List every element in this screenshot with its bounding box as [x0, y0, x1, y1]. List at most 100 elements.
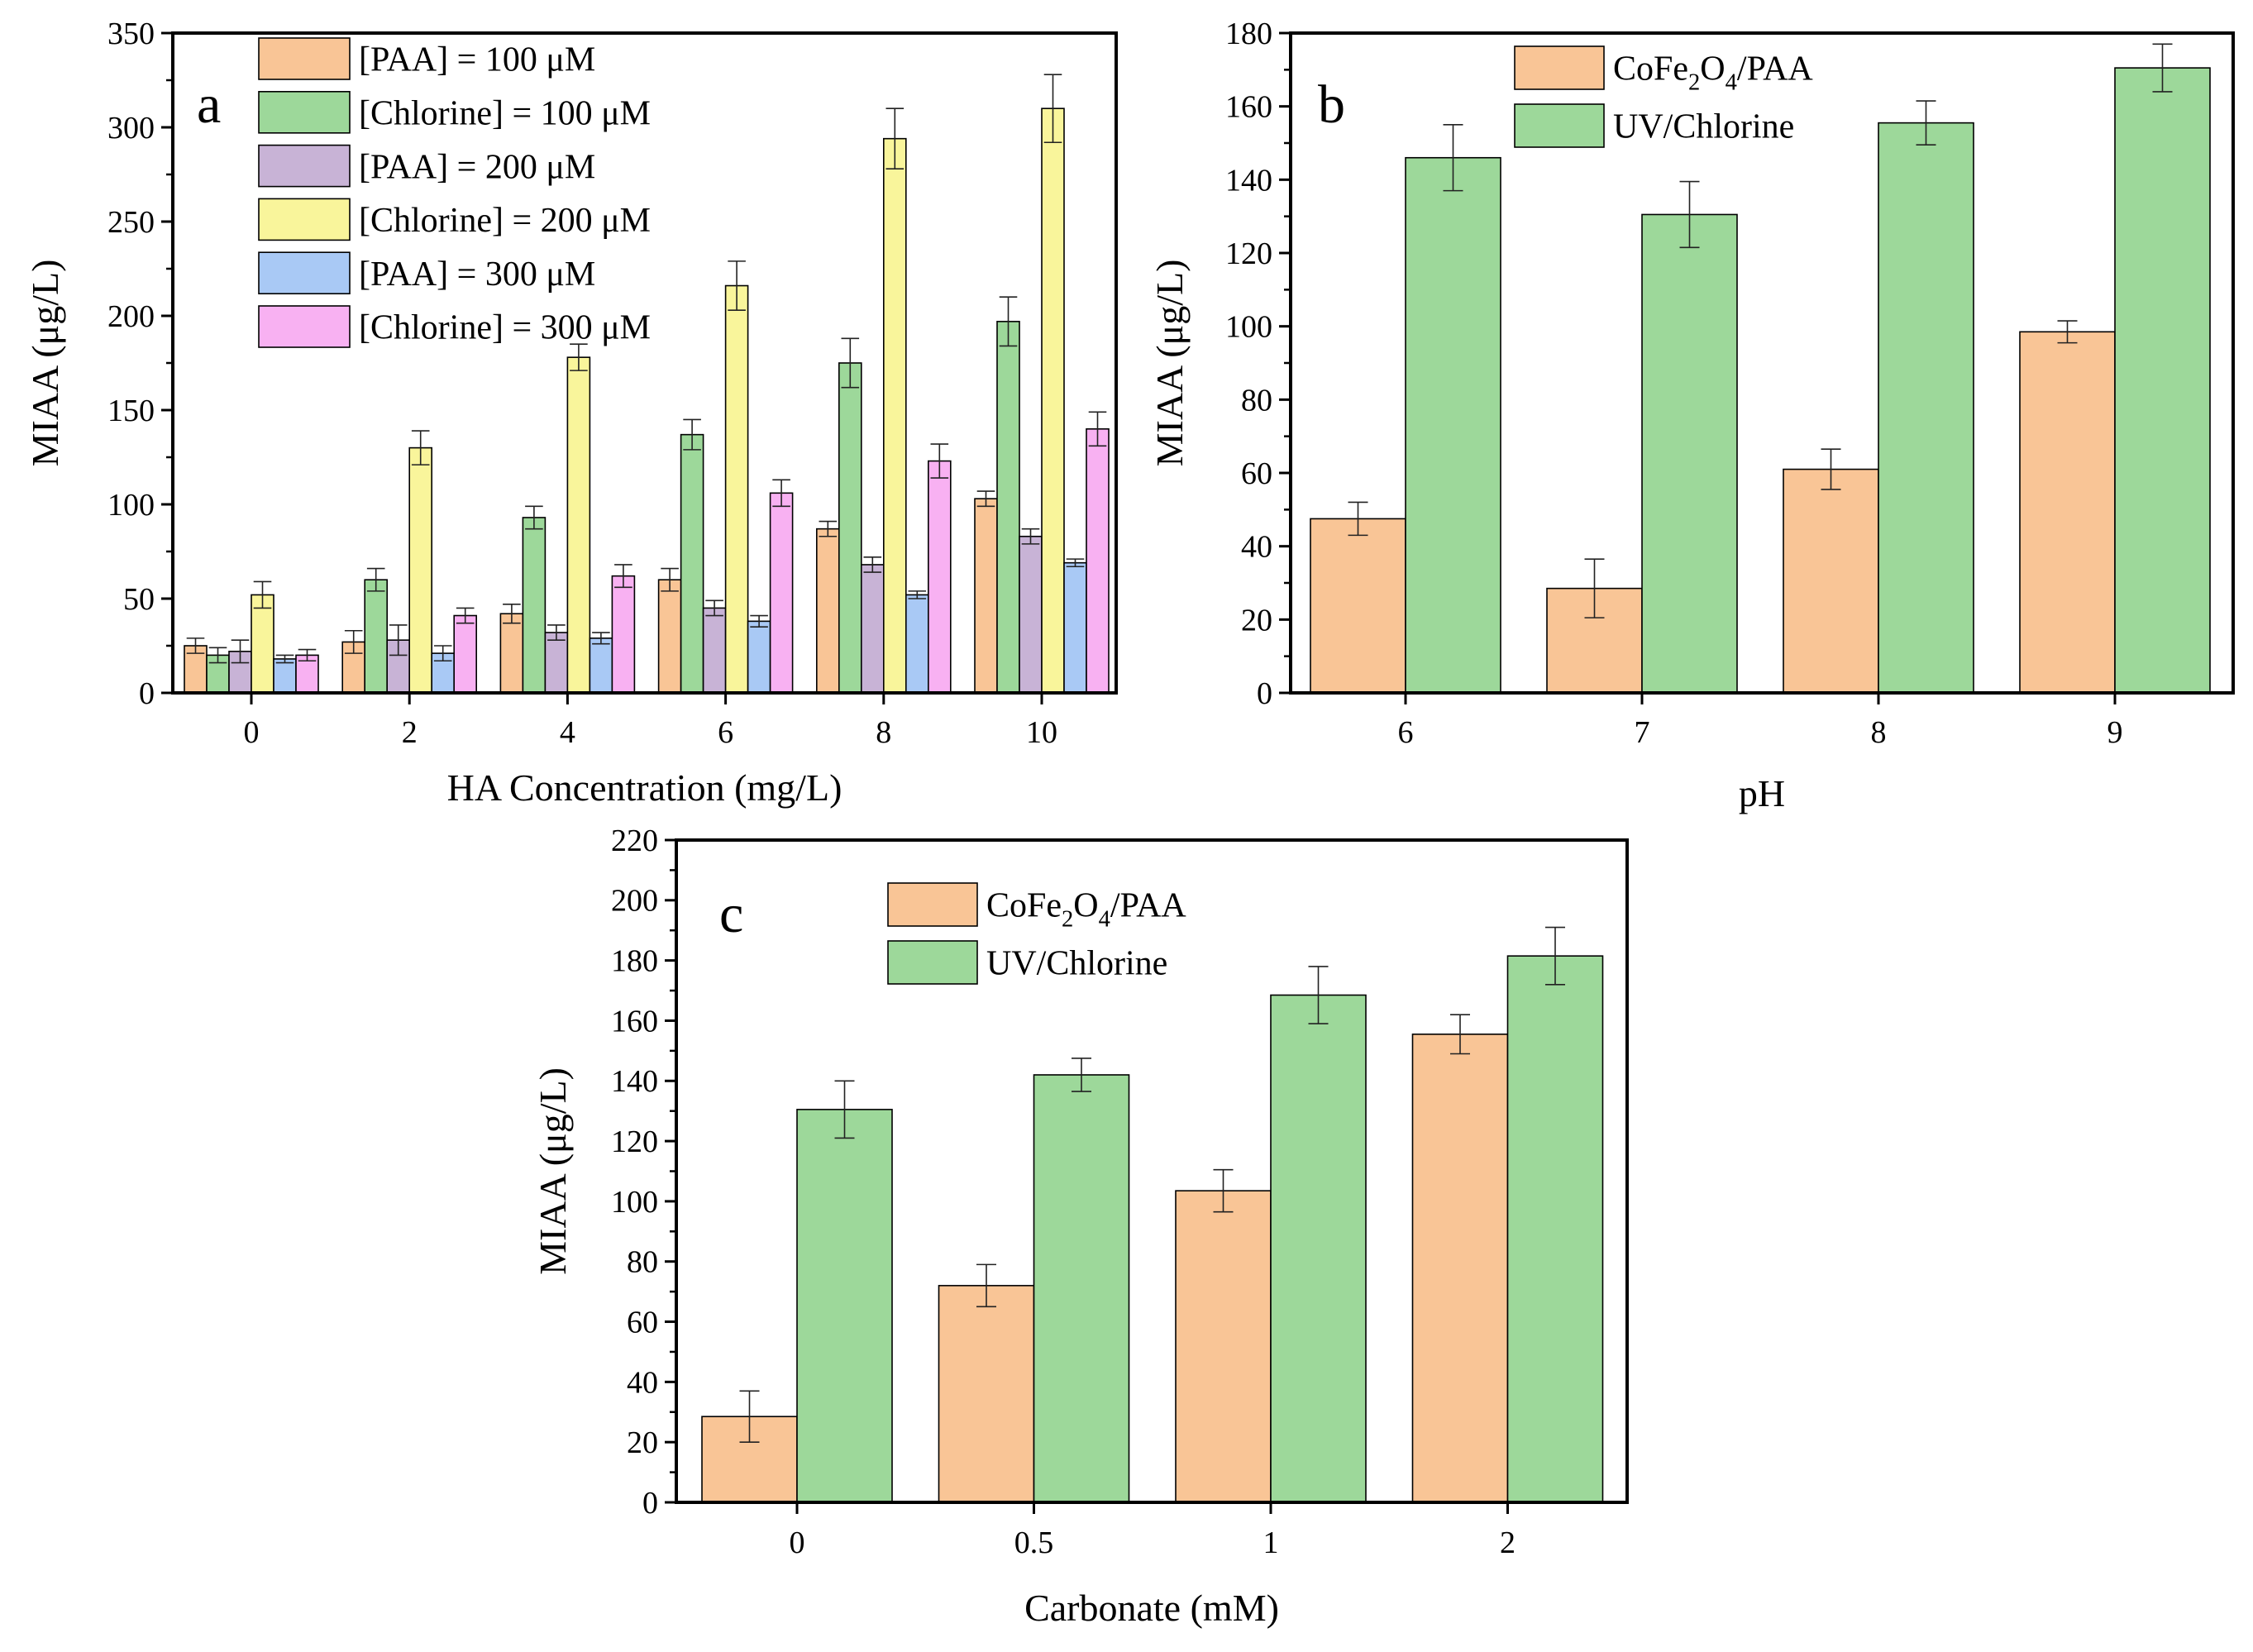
error-bar: [389, 624, 408, 657]
bar: [1175, 1190, 1272, 1503]
x-tick-label: 0: [790, 1525, 805, 1560]
series-1: [796, 926, 1604, 1503]
y-tick-label: 0: [1257, 676, 1272, 711]
bar: [1405, 156, 1501, 694]
bar: [364, 579, 389, 694]
legend-swatch: [887, 940, 978, 985]
series-2: [228, 528, 1043, 694]
error-bar: [253, 580, 272, 609]
y-tick-label: 300: [107, 111, 155, 146]
error-bar: [1450, 1014, 1470, 1055]
error-bar: [1545, 926, 1565, 986]
series-4: [273, 558, 1087, 694]
x-tick-label: 8: [1871, 715, 1887, 750]
bar: [769, 492, 794, 694]
legend-label: [PAA] = 200 μM: [359, 148, 595, 186]
error-bar: [772, 479, 790, 508]
legend-swatch: [1514, 103, 1605, 148]
y-tick-label: 80: [1241, 383, 1272, 418]
bar: [1063, 561, 1087, 694]
y-tick-label: 180: [611, 944, 658, 979]
error-bar: [298, 648, 317, 662]
error-bar: [1213, 1168, 1234, 1213]
legend-item: CoFe2​O4​/PAA: [1514, 45, 1814, 95]
bar: [1033, 1074, 1130, 1503]
error-bar: [411, 430, 430, 466]
error-bar: [834, 1080, 855, 1139]
x-tick-label: 8: [876, 715, 891, 750]
error-bar: [525, 505, 543, 530]
error-bar: [976, 490, 995, 508]
legend-item: CoFe2​O4​/PAA: [887, 882, 1186, 933]
y-tick-label: 160: [611, 1004, 658, 1038]
y-tick-label: 200: [611, 884, 658, 919]
bar: [611, 575, 636, 694]
legend-label: UV/Chlorine: [986, 945, 1167, 983]
y-tick-label: 60: [627, 1305, 658, 1339]
y-tick-label: 200: [107, 299, 155, 334]
bar: [815, 528, 840, 694]
series-5: [295, 411, 1110, 694]
error-bar: [841, 337, 860, 389]
y-tick-label: 140: [611, 1064, 658, 1099]
legend-swatch: [258, 37, 351, 80]
y-axis-label: MIAA (μg/L): [1148, 260, 1191, 467]
y-tick-label: 160: [1225, 90, 1272, 125]
bar: [1086, 427, 1110, 694]
x-tick-label: 6: [718, 715, 733, 750]
bar: [499, 613, 524, 694]
bar: [657, 579, 682, 694]
error-bar: [1088, 411, 1107, 447]
x-tick-label: 4: [560, 715, 575, 750]
label-part: CoFe: [986, 887, 1062, 925]
label-part: /PAA: [1737, 50, 1814, 88]
legend-label: CoFe2​O4​/PAA: [986, 887, 1186, 933]
error-bar: [2152, 43, 2173, 93]
error-bar: [186, 637, 205, 654]
y-tick-label: 20: [1241, 603, 1272, 637]
x-tick-label: 7: [1635, 715, 1650, 750]
subscript-digit: 4: [1099, 906, 1110, 932]
error-bar: [999, 296, 1018, 347]
series-1: [206, 296, 1020, 694]
x-tick-label: 9: [2107, 715, 2123, 750]
error-bar: [2057, 320, 2078, 344]
bar: [883, 137, 907, 694]
legend-item: [PAA] = 300 μM: [258, 251, 595, 295]
error-bar: [1308, 966, 1329, 1024]
bar: [273, 658, 297, 694]
x-tick-label: 6: [1398, 715, 1414, 750]
error-bar: [1072, 1058, 1091, 1092]
error-bar: [1348, 501, 1368, 537]
bar: [838, 362, 862, 694]
y-tick-label: 0: [139, 676, 155, 711]
y-tick-label: 20: [627, 1425, 658, 1460]
legend-swatch: [1514, 45, 1605, 90]
legend-item: [PAA] = 200 μM: [258, 144, 595, 188]
error-bar: [739, 1390, 760, 1443]
error-bar: [275, 654, 294, 664]
legend-item: [Chlorine] = 200 μM: [258, 198, 651, 241]
y-tick-label: 120: [1225, 236, 1272, 271]
legend: CoFe2​O4​/PAA UV/Chlorine: [887, 882, 1186, 985]
bar: [724, 284, 749, 694]
legend-swatch: [258, 198, 351, 241]
bar: [408, 446, 433, 694]
bar: [861, 564, 885, 694]
bar: [747, 620, 771, 694]
label-part: O: [1073, 887, 1098, 925]
bar: [1641, 213, 1738, 694]
x-tick-label: 2: [402, 715, 418, 750]
legend-swatch: [258, 91, 351, 134]
y-axis-label: MIAA (μg/L): [24, 260, 66, 467]
y-tick-label: 250: [107, 205, 155, 240]
bar: [566, 356, 591, 694]
bar: [1019, 535, 1043, 694]
y-axis-label: MIAA (μg/L): [532, 1067, 574, 1275]
legend: [PAA] = 100 μM [Chlorine] = 100 μM [PAA] =…: [258, 37, 651, 348]
bar: [928, 460, 952, 694]
error-bar: [819, 520, 838, 537]
error-bar: [456, 607, 475, 624]
bar: [1411, 1034, 1509, 1503]
error-bar: [908, 590, 927, 599]
